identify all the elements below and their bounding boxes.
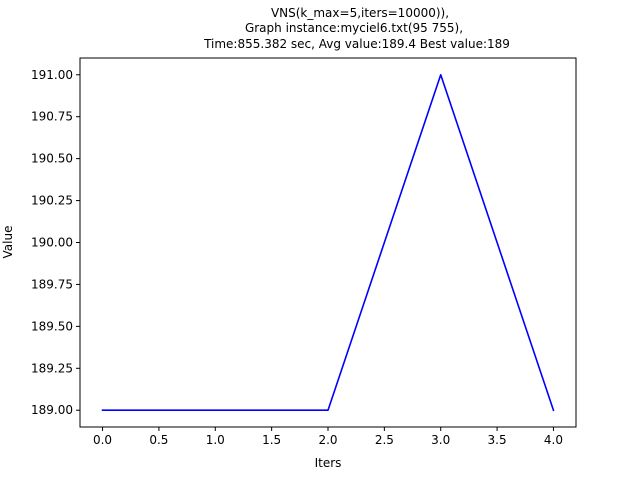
y-axis-ticks: 189.00 189.25 189.50 189.75 190.00 190.25 190.… bbox=[31, 68, 80, 417]
chart-title: VNS(k_max=5,iters=10000)), Graph instanc… bbox=[203, 6, 510, 51]
y-tick-label: 189.00 bbox=[31, 403, 73, 417]
x-tick-label: 3.0 bbox=[431, 433, 450, 447]
y-tick-label: 190.25 bbox=[31, 194, 73, 208]
chart-title-line-1: VNS(k_max=5,iters=10000)), bbox=[271, 6, 449, 20]
x-tick-label: 0.0 bbox=[93, 433, 112, 447]
x-tick-label: 3.5 bbox=[488, 433, 507, 447]
y-tick-label: 189.25 bbox=[31, 361, 73, 375]
y-axis-label: Value bbox=[1, 226, 15, 259]
x-tick-label: 1.0 bbox=[206, 433, 225, 447]
y-tick-label: 191.00 bbox=[31, 68, 73, 82]
x-tick-label: 4.0 bbox=[544, 433, 563, 447]
x-tick-label: 0.5 bbox=[149, 433, 168, 447]
y-tick-label: 189.50 bbox=[31, 319, 73, 333]
series-layer bbox=[101, 73, 555, 412]
y-tick-label: 190.00 bbox=[31, 236, 73, 250]
series-line bbox=[101, 73, 555, 412]
plot-area-frame bbox=[79, 57, 577, 428]
y-tick-label: 190.50 bbox=[31, 152, 73, 166]
x-tick-label: 1.5 bbox=[262, 433, 281, 447]
y-tick-label: 189.75 bbox=[31, 277, 73, 291]
x-tick-label: 2.5 bbox=[375, 433, 394, 447]
chart-title-line-2: Graph instance:myciel6.txt(95 755), bbox=[245, 21, 463, 35]
y-tick-label: 190.75 bbox=[31, 110, 73, 124]
x-axis-label: Iters bbox=[315, 456, 342, 470]
chart-title-line-3: Time:855.382 sec, Avg value:189.4 Best v… bbox=[203, 37, 510, 51]
x-axis-ticks: 0.0 0.5 1.0 1.5 2.0 2.5 3.0 3.5 4.0 bbox=[93, 427, 563, 447]
x-tick-label: 2.0 bbox=[318, 433, 337, 447]
